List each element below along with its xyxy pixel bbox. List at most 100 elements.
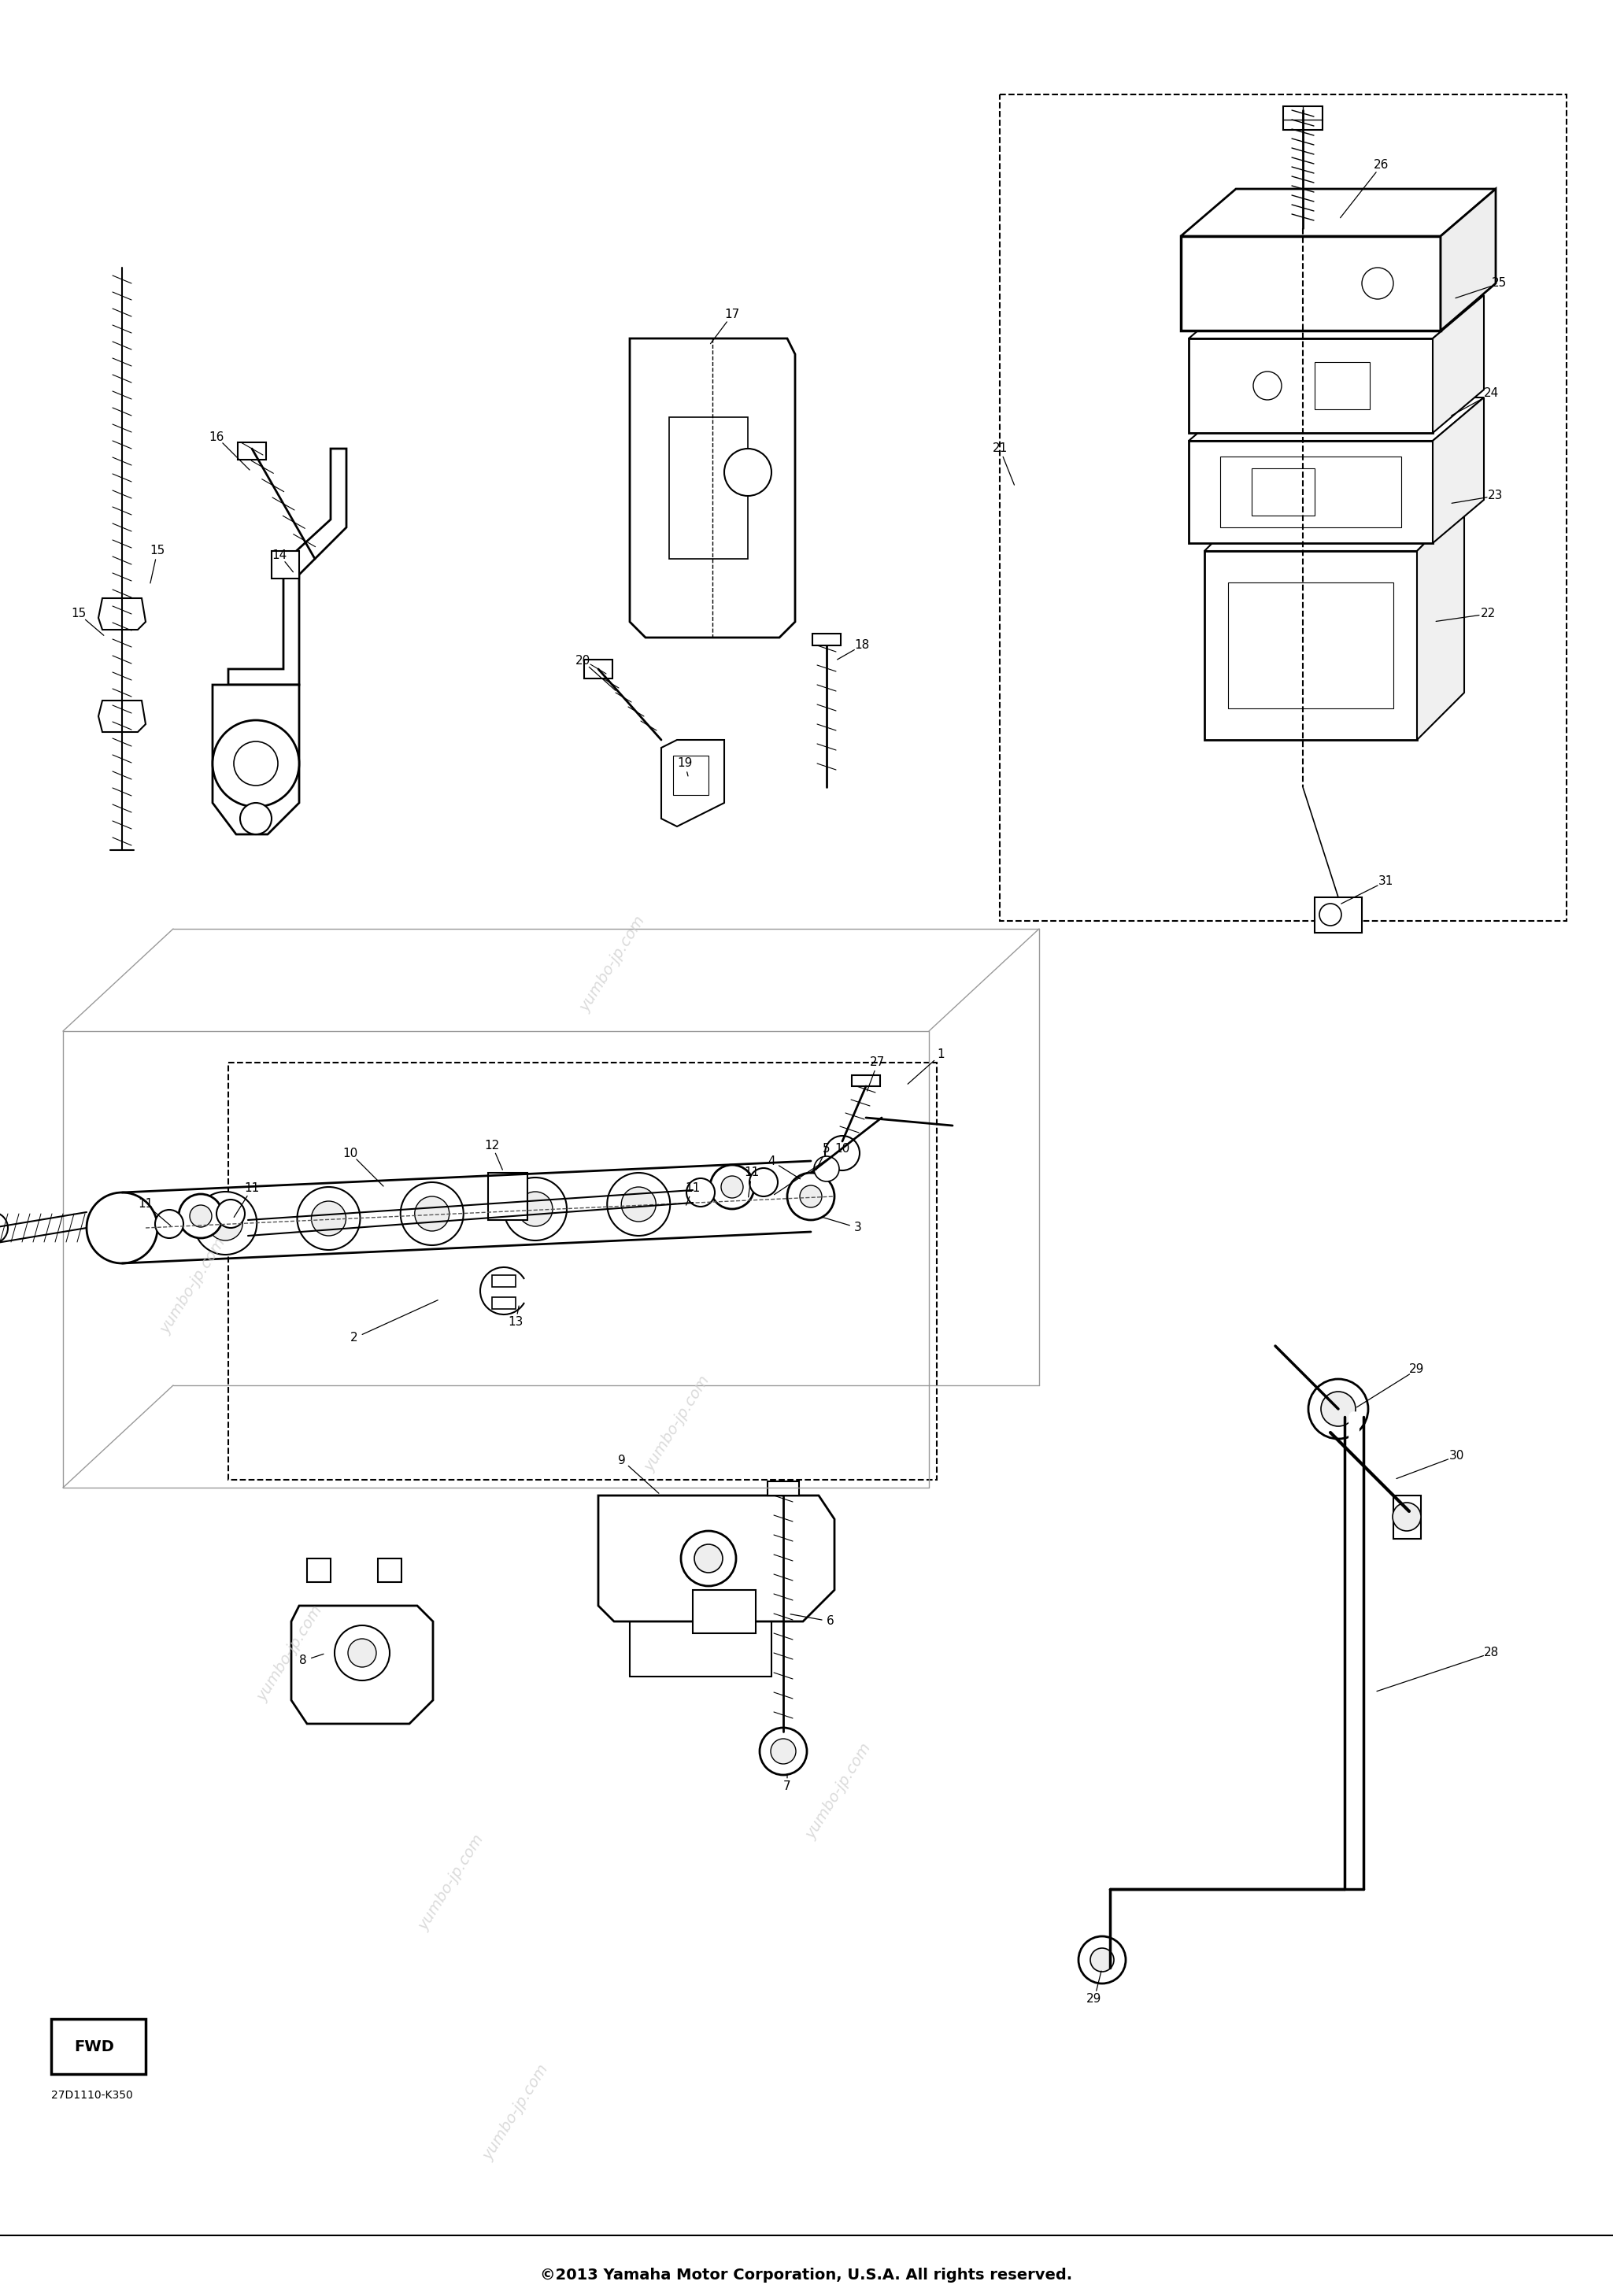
Circle shape [1253, 372, 1282, 400]
Text: 1: 1 [937, 1049, 945, 1061]
Bar [237, 443, 266, 459]
Bar [768, 1481, 798, 1495]
Polygon shape [98, 599, 145, 629]
Bar [1315, 898, 1361, 932]
Text: 27: 27 [869, 1056, 886, 1068]
Bar [377, 1559, 402, 1582]
Circle shape [415, 1196, 450, 1231]
Circle shape [179, 1194, 223, 1238]
Circle shape [721, 1176, 744, 1199]
Text: 4: 4 [768, 1155, 776, 1166]
Text: 24: 24 [1484, 388, 1500, 400]
Circle shape [687, 1178, 715, 1208]
Polygon shape [1432, 397, 1484, 544]
Polygon shape [598, 1495, 834, 1621]
Circle shape [824, 1137, 860, 1171]
Polygon shape [1189, 296, 1484, 338]
Text: 3: 3 [855, 1221, 861, 1233]
Circle shape [213, 721, 298, 806]
Bar [1227, 583, 1394, 709]
Text: 6: 6 [827, 1616, 834, 1628]
Text: 18: 18 [855, 641, 869, 652]
Text: 29: 29 [1410, 1364, 1424, 1375]
Text: 2: 2 [350, 1332, 358, 1343]
Text: 5: 5 [823, 1143, 831, 1155]
Text: 25: 25 [1492, 278, 1507, 289]
Circle shape [87, 1192, 158, 1263]
Circle shape [297, 1187, 360, 1249]
Text: 20: 20 [574, 654, 590, 668]
Polygon shape [98, 700, 145, 732]
Bar [1000, 94, 1566, 921]
Bar [1394, 1495, 1421, 1538]
Circle shape [155, 1210, 184, 1238]
Text: yumbo-jp.com: yumbo-jp.com [416, 1832, 487, 1933]
Text: 31: 31 [1378, 875, 1394, 889]
Polygon shape [629, 338, 795, 638]
Polygon shape [1432, 296, 1484, 434]
Bar [271, 551, 298, 579]
Circle shape [518, 1192, 553, 1226]
Circle shape [1392, 1502, 1421, 1531]
Text: yumbo-jp.com: yumbo-jp.com [577, 914, 648, 1015]
Text: 11: 11 [139, 1199, 153, 1210]
Text: FWD: FWD [74, 2039, 115, 2055]
Circle shape [1308, 1380, 1368, 1440]
Circle shape [1079, 1936, 1126, 1984]
Circle shape [694, 1545, 723, 1573]
Bar [306, 1559, 331, 1582]
Bar [813, 634, 840, 645]
Polygon shape [1440, 188, 1495, 331]
Text: 15: 15 [71, 608, 87, 620]
Polygon shape [292, 1605, 432, 1724]
Bar [492, 1297, 516, 1309]
Circle shape [240, 804, 271, 833]
Text: 14: 14 [273, 549, 287, 560]
Circle shape [348, 1639, 376, 1667]
Text: yumbo-jp.com: yumbo-jp.com [158, 1235, 229, 1336]
Circle shape [208, 1205, 242, 1240]
Text: 13: 13 [508, 1316, 523, 1329]
Bar [1205, 551, 1416, 739]
Circle shape [400, 1182, 463, 1244]
Circle shape [334, 1626, 390, 1681]
Circle shape [606, 1173, 669, 1235]
Bar [584, 659, 613, 680]
Text: 26: 26 [1374, 158, 1389, 172]
Polygon shape [213, 684, 298, 833]
Bar [489, 1173, 527, 1219]
Circle shape [710, 1164, 755, 1210]
Text: 17: 17 [724, 310, 740, 321]
Circle shape [787, 1173, 834, 1219]
Circle shape [0, 1212, 8, 1244]
Bar [673, 755, 708, 794]
Text: 21: 21 [992, 443, 1008, 455]
Bar [1284, 106, 1323, 131]
Circle shape [771, 1738, 795, 1763]
Bar [1181, 236, 1440, 331]
Text: 30: 30 [1448, 1451, 1465, 1463]
Circle shape [681, 1531, 736, 1587]
Circle shape [1090, 1947, 1115, 1972]
Polygon shape [661, 739, 724, 827]
Text: 10: 10 [342, 1148, 358, 1159]
Polygon shape [1205, 503, 1465, 551]
Circle shape [750, 1169, 777, 1196]
Bar [852, 1075, 881, 1086]
Bar [1189, 338, 1432, 434]
Circle shape [724, 448, 771, 496]
Circle shape [1321, 1391, 1355, 1426]
Text: 19: 19 [677, 758, 692, 769]
Text: 16: 16 [208, 432, 224, 443]
Text: 27D1110-K350: 27D1110-K350 [52, 2089, 132, 2101]
Bar [229, 1063, 937, 1479]
Text: 11: 11 [686, 1182, 700, 1194]
Circle shape [190, 1205, 211, 1226]
Text: 15: 15 [150, 544, 165, 558]
Text: 28: 28 [1484, 1646, 1500, 1658]
Bar [52, 2018, 145, 2073]
Text: 11: 11 [744, 1166, 760, 1178]
Text: yumbo-jp.com: yumbo-jp.com [481, 2062, 552, 2163]
Bar [1189, 441, 1432, 544]
Bar [1315, 363, 1369, 409]
